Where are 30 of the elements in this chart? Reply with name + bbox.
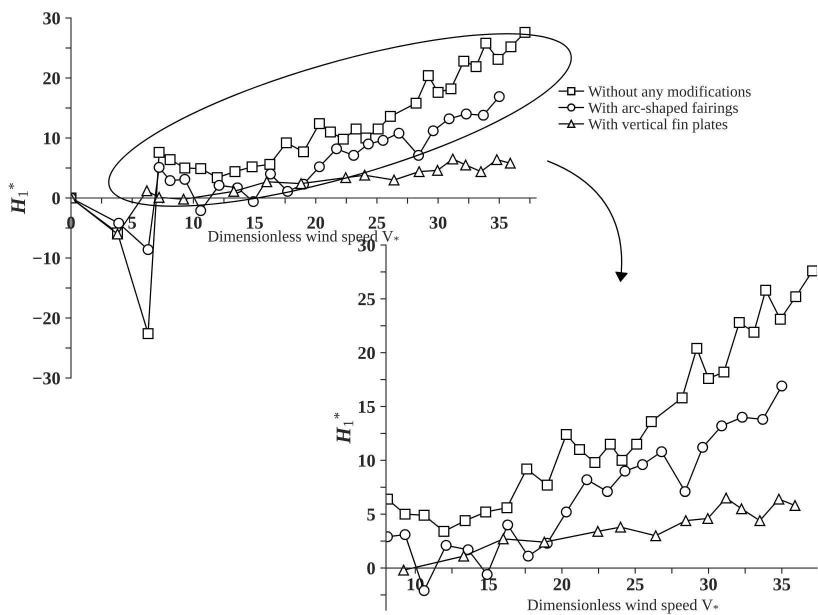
x-tick-label: 30 [430, 216, 446, 229]
y-tick-label: −30 [33, 372, 60, 384]
y-axis-title: H$_{1}$$^{*}$ [8, 183, 28, 214]
legend-label: With vertical fin plates [588, 118, 728, 132]
y-tick-label: −20 [33, 312, 60, 324]
y-axis-title: H$_{1}$$^{*}$ [334, 412, 354, 444]
y-tick-label: 0 [52, 192, 60, 204]
x-tick-label: 30 [700, 578, 717, 590]
x-tick-label: 20 [554, 578, 570, 590]
legend-label: With arc-shaped fairings [588, 102, 738, 116]
y-tick-label: 20 [358, 346, 375, 360]
y-tick-label: −10 [33, 252, 60, 264]
x-axis-title: Dimensionless wind speed V$_{*}$ [528, 599, 718, 614]
y-tick-label: 10 [358, 454, 375, 467]
x-tick-label: 5 [128, 216, 136, 229]
legend-label: Without any modifications [588, 86, 751, 100]
x-tick-label: 35 [490, 216, 508, 229]
x-tick-label: 20 [307, 216, 324, 229]
y-tick-label: 15 [358, 400, 375, 413]
y-tick-label: 30 [43, 12, 60, 24]
x-tick-label: 25 [626, 578, 644, 590]
y-tick-label: 20 [43, 72, 60, 84]
x-tick-label: 10 [186, 216, 202, 229]
y-tick-label: 10 [44, 132, 60, 144]
x-tick-label: 15 [246, 216, 263, 229]
y-tick-label: 25 [358, 293, 375, 306]
x-tick-label: 35 [773, 578, 790, 590]
y-tick-label: 0 [367, 562, 375, 574]
x-tick-label: 15 [481, 578, 497, 590]
y-tick-label: 5 [367, 508, 375, 521]
